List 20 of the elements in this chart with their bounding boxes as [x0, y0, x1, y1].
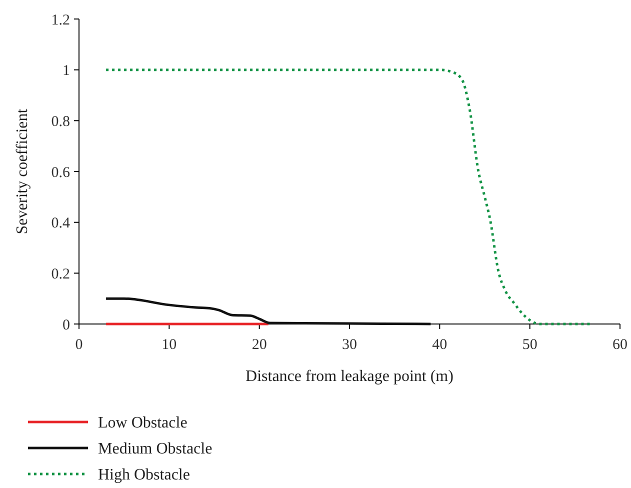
y-tick-label: 0.4 [51, 216, 70, 232]
x-axis-title: Distance from leakage point (m) [246, 368, 454, 385]
legend-label: High Obstacle [98, 466, 190, 484]
legend-label: Medium Obstacle [98, 440, 212, 458]
y-tick-label: 0.8 [51, 114, 70, 130]
x-tick-label: 10 [162, 337, 177, 353]
x-tick-label: 30 [342, 337, 357, 353]
x-tick-label: 60 [612, 337, 628, 353]
y-tick-label: 0.6 [51, 164, 70, 181]
y-tick-label: 0.2 [51, 266, 70, 282]
y-tick-label: 1 [62, 63, 70, 80]
y-tick-label: 1.2 [51, 12, 70, 28]
line-series [104, 297, 432, 326]
x-tick-label: 0 [75, 337, 83, 353]
y-tick-label: 0 [62, 317, 70, 334]
y-axis-title: Severity coefficient [14, 108, 31, 234]
legend-label: Low Obstacle [98, 414, 188, 432]
x-tick-label: 50 [522, 337, 538, 353]
x-tick-label: 40 [432, 337, 448, 353]
x-tick-label: 20 [252, 337, 267, 353]
